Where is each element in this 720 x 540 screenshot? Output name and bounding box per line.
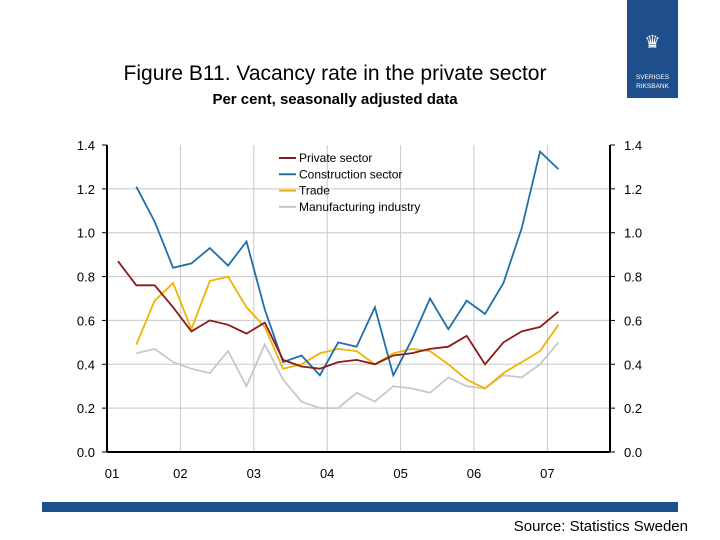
legend-label: Trade: [299, 184, 330, 198]
y-tick-label-right: 1.4: [624, 138, 642, 153]
y-tick-label-right: 1.2: [624, 182, 642, 197]
chart-title: Figure B11. Vacancy rate in the private …: [123, 62, 547, 85]
series-line-construction-sector: [135, 149, 560, 378]
y-tick-label-right: 1.0: [624, 226, 642, 241]
footer-bar: [42, 502, 678, 512]
y-tick-label-left: 0.4: [77, 357, 95, 372]
x-tick-label: 04: [320, 466, 334, 481]
series-line-private-sector: [117, 260, 559, 370]
y-tick-label-right: 0.0: [624, 445, 642, 460]
x-tick-label: 07: [540, 466, 554, 481]
legend-label: Construction sector: [299, 167, 402, 181]
x-tick-label: 02: [173, 466, 187, 481]
chart-subtitle: Per cent, seasonally adjusted data: [212, 91, 458, 108]
y-tick-label-left: 0.8: [77, 270, 95, 285]
y-tick-label-left: 0.2: [77, 401, 95, 416]
y-tick-label-left: 0.0: [77, 445, 95, 460]
y-tick-label-right: 0.2: [624, 401, 642, 416]
x-tick-label: 06: [467, 466, 481, 481]
riksbank-logo: ♛ SVERIGES RIKSBANK: [627, 0, 678, 98]
legend-label: Manufacturing industry: [299, 200, 420, 214]
y-tick-label-left: 1.4: [77, 138, 95, 153]
x-tick-label: 01: [105, 466, 119, 481]
y-tick-label-left: 1.0: [77, 226, 95, 241]
y-tick-label-left: 0.6: [77, 313, 95, 328]
crown-crest-icon: ♛: [644, 32, 661, 52]
y-tick-label-right: 0.4: [624, 357, 642, 372]
series-line-trade: [135, 275, 560, 390]
legend-label: Private sector: [299, 151, 372, 165]
x-tick-label: 05: [393, 466, 407, 481]
y-tick-label-right: 0.8: [624, 270, 642, 285]
source-note: Source: Statistics Sweden: [513, 518, 688, 535]
y-tick-label-left: 1.2: [77, 182, 95, 197]
y-tick-label-right: 0.6: [624, 313, 642, 328]
x-tick-label: 03: [247, 466, 261, 481]
